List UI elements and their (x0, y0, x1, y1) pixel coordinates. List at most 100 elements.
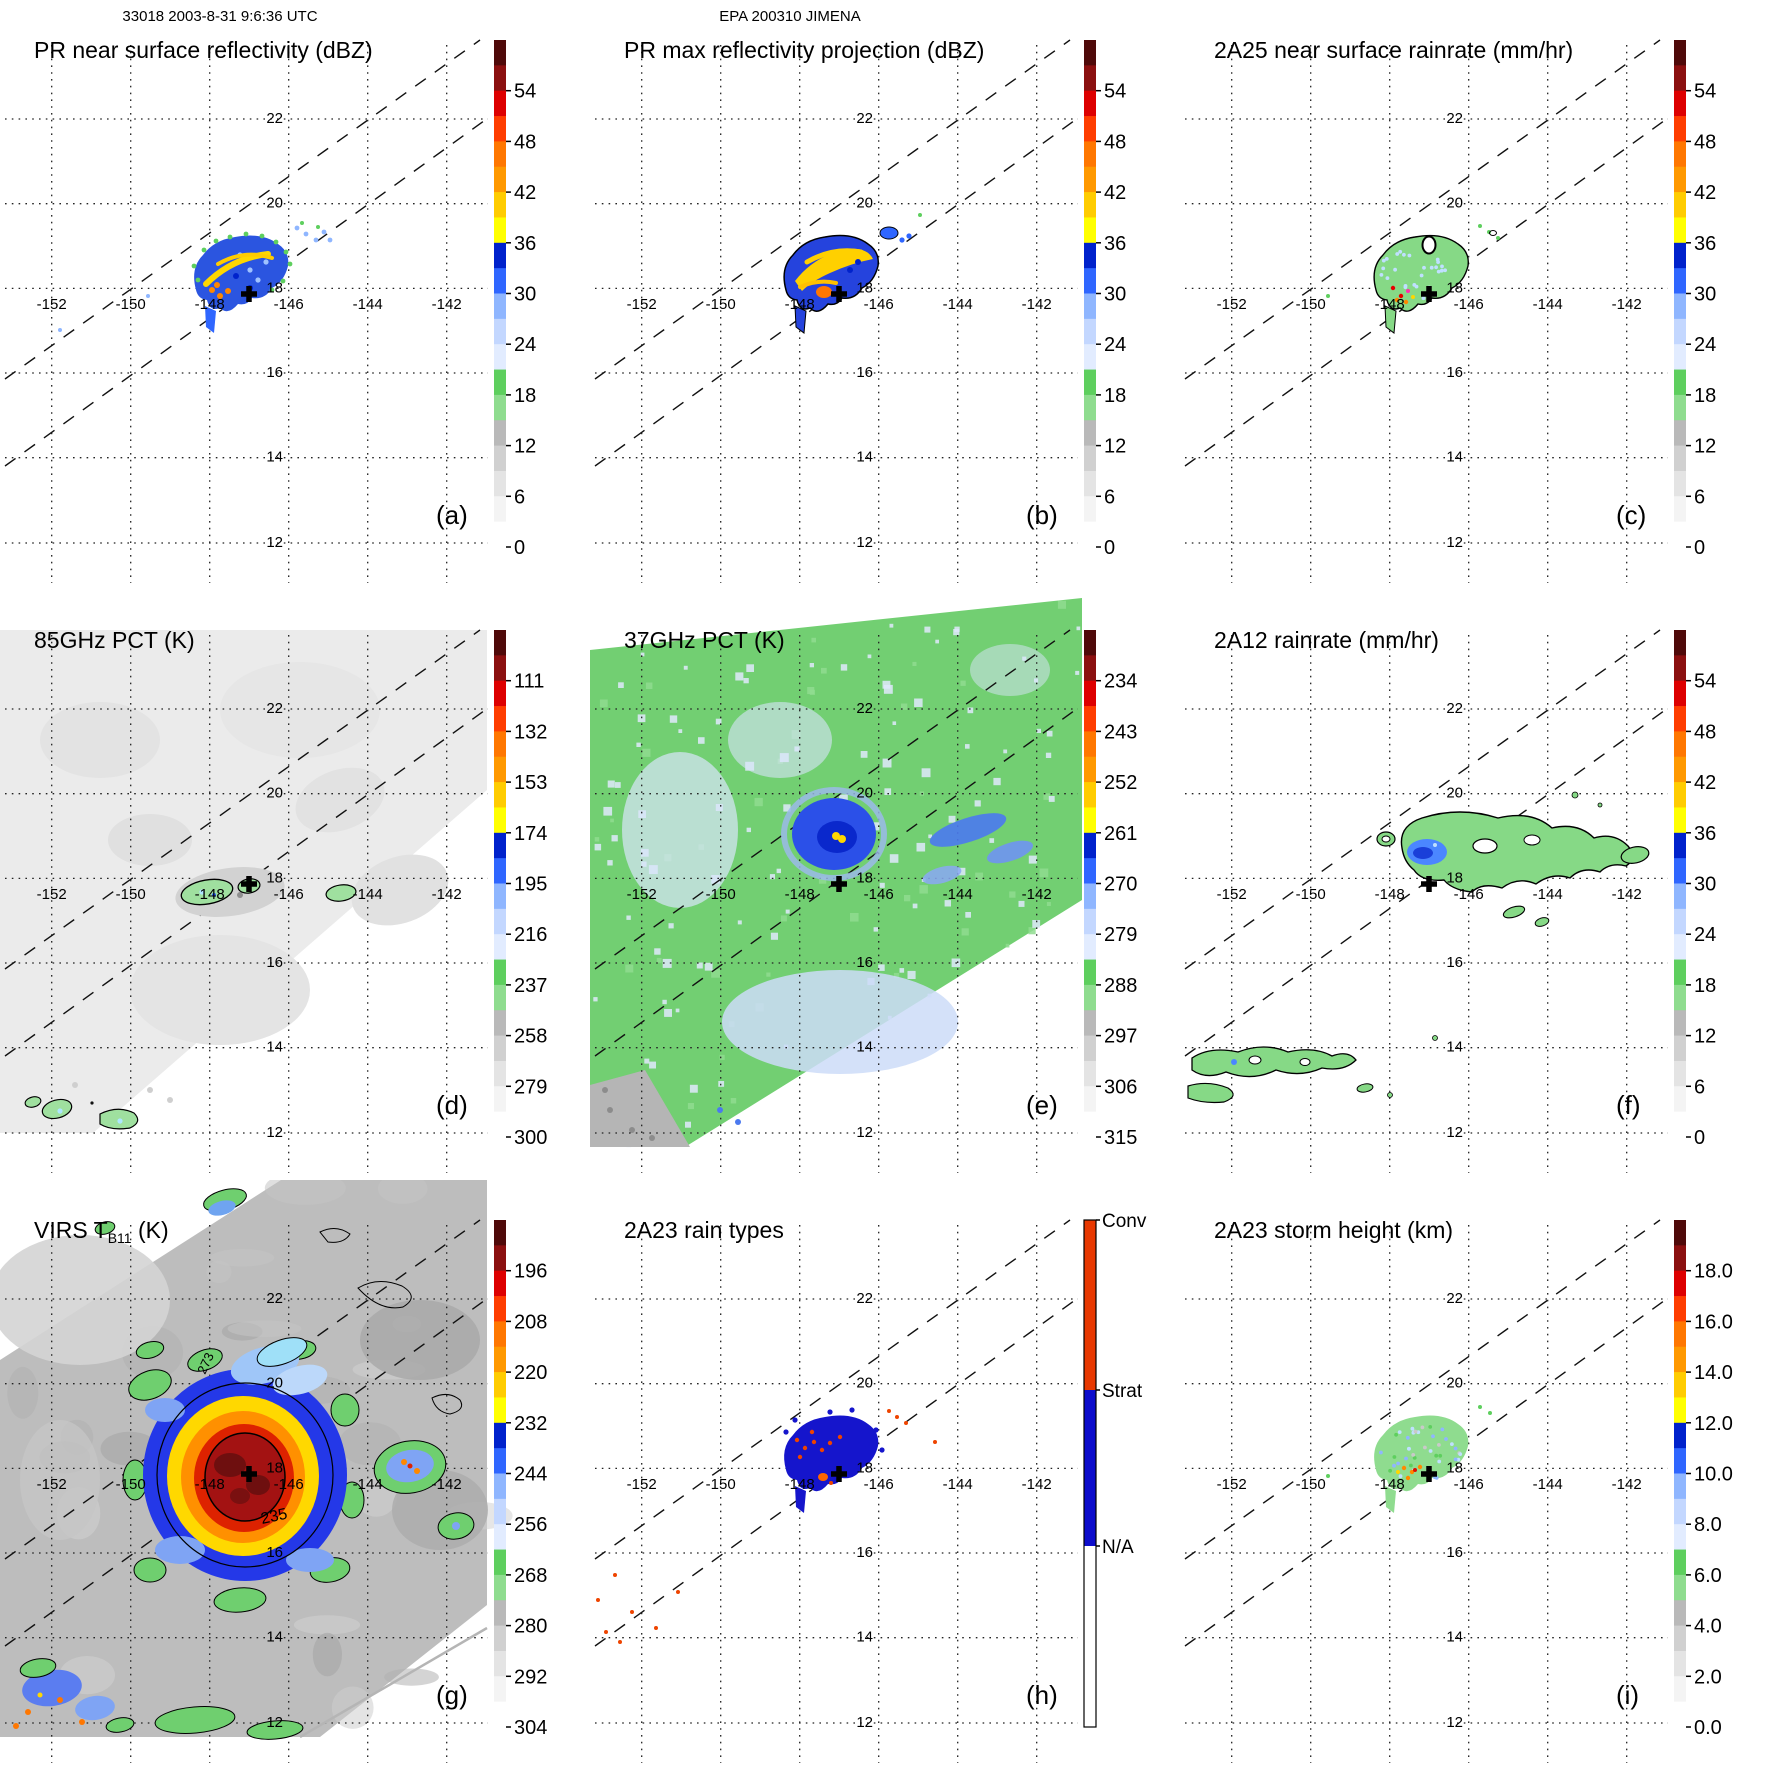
map-feature (1385, 1486, 1396, 1513)
map-feature (1398, 293, 1404, 299)
colorbar-segment (1674, 217, 1686, 244)
map-feature (256, 1337, 308, 1367)
lon-tick-label: -144 (1533, 296, 1563, 313)
colorbar-tick-label: 6 (514, 486, 525, 508)
storm-speckle (1437, 1443, 1441, 1447)
colorbar-tick-label: 36 (1104, 233, 1126, 255)
map-feature (1534, 917, 1550, 927)
storm-speckle (1444, 1437, 1448, 1441)
colorbar: 54 48 42 36 30 24 18 12 6 0 (1084, 40, 1126, 559)
colorbar-tick-label: 48 (514, 131, 536, 153)
colorbar-segment (494, 1549, 506, 1576)
lon-tick-label: -142 (432, 296, 462, 313)
colorbar-tick-label: 48 (1694, 131, 1716, 153)
colorbar-segment (494, 166, 506, 193)
lat-tick-label: 12 (266, 1714, 283, 1731)
storm-speckle (1440, 264, 1444, 269)
map-feature (832, 832, 840, 840)
raster-speckle (882, 758, 892, 768)
map-feature (1597, 802, 1603, 808)
colorbar-tick-label: 30 (1694, 874, 1716, 896)
colorbar-tick-label: 153 (514, 772, 547, 794)
map-feature (117, 1118, 123, 1124)
raster-speckle (1039, 868, 1049, 878)
raster-speckle (809, 663, 814, 668)
axis-labels: 22 20 18 16 14 12 -152 -150 -148 -146 -144 -142 (1217, 110, 1642, 551)
raster-speckle (883, 684, 893, 694)
data-layer (1326, 224, 1500, 334)
map-feature (1187, 1082, 1234, 1104)
colorbar-tick-label: 8.0 (1694, 1514, 1722, 1536)
map-feature (1409, 1469, 1415, 1475)
colorbar-segment (1084, 369, 1096, 396)
lat-tick-label: 12 (1446, 1714, 1463, 1731)
colorbar-segment (494, 984, 506, 1011)
map-feature (230, 1488, 250, 1504)
map-feature (58, 328, 62, 332)
colorbar-tick-label: 234 (1104, 671, 1137, 693)
raster-speckle (850, 913, 859, 922)
panel-f: 22 20 18 16 14 12 -152 -150 -148 -146 -144 -142 2A12… (1180, 590, 1770, 1180)
storm-speckle (1435, 257, 1440, 262)
raster-mottle (312, 1632, 342, 1677)
lon-tick-label: -142 (1612, 886, 1642, 903)
colorbar-segment (494, 318, 506, 345)
lat-tick-label: 18 (1446, 1459, 1463, 1476)
map-feature (0, 1235, 170, 1365)
map-feature (873, 1427, 879, 1433)
lat-tick-label: 20 (1446, 1375, 1463, 1392)
storm-speckle (1428, 1425, 1433, 1429)
lon-tick-label: -144 (1533, 1476, 1563, 1493)
colorbar-segment (494, 293, 506, 320)
colorbar-tick-label: 54 (1694, 671, 1716, 693)
map-feature (255, 277, 261, 283)
raster-speckle (967, 707, 974, 714)
map-feature (187, 1348, 223, 1372)
map-feature (887, 1409, 891, 1413)
lon-tick-label: -144 (353, 296, 383, 313)
raster-speckle (1057, 600, 1066, 609)
raster-speckle (618, 682, 624, 688)
lat-tick-label: 14 (1446, 1039, 1463, 1056)
colorbar-tick-label: 174 (514, 823, 547, 845)
grid (5, 45, 488, 583)
map-feature (590, 598, 1082, 1147)
raster-speckle (840, 664, 848, 671)
panel-d-figure: 22 20 18 16 14 12 -152 -150 -148 -146 -144 -142 85GH… (0, 627, 547, 1173)
lat-tick-label: 16 (856, 954, 873, 971)
raster-speckle (965, 744, 970, 749)
lat-tick-label: 12 (1446, 1124, 1463, 1141)
map-feature (313, 237, 319, 243)
lon-tick-label: -150 (1296, 886, 1326, 903)
colorbar-segment (1674, 832, 1686, 859)
lon-tick-label: -152 (37, 886, 67, 903)
map-feature (590, 1070, 690, 1147)
map-feature (1387, 1092, 1393, 1098)
raster-speckle (678, 729, 683, 733)
raster-speckle (607, 860, 613, 866)
colorbar-segment (1084, 344, 1096, 371)
colorbar-tick-label: 279 (514, 1076, 547, 1098)
raster-speckle (989, 838, 995, 843)
lat-tick-label: 14 (1446, 1629, 1463, 1646)
panel-h: 22 20 18 16 14 12 -152 -150 -148 -146 -144 -142 2A23… (590, 1180, 1180, 1770)
raster-speckle (737, 920, 742, 925)
colorbar-segment (1084, 680, 1096, 707)
colorbar-tick-label: 132 (514, 721, 547, 743)
raster-speckle (974, 800, 981, 807)
lat-tick-label: 12 (856, 1124, 873, 1141)
map-feature (1231, 1059, 1237, 1065)
raster-speckle (839, 794, 848, 804)
lat-tick-label: 16 (1446, 954, 1463, 971)
colorbar-segment (1674, 116, 1686, 142)
map-feature (735, 1119, 741, 1125)
lon-tick-label: -144 (943, 886, 973, 903)
data-layer (717, 787, 1033, 1125)
lat-tick-label: 20 (1446, 785, 1463, 802)
lon-tick-label: -142 (1612, 296, 1642, 313)
raster-speckle (610, 818, 614, 823)
map-feature (904, 1421, 908, 1425)
lon-tick-label: -152 (627, 1476, 657, 1493)
map-feature (847, 267, 853, 273)
